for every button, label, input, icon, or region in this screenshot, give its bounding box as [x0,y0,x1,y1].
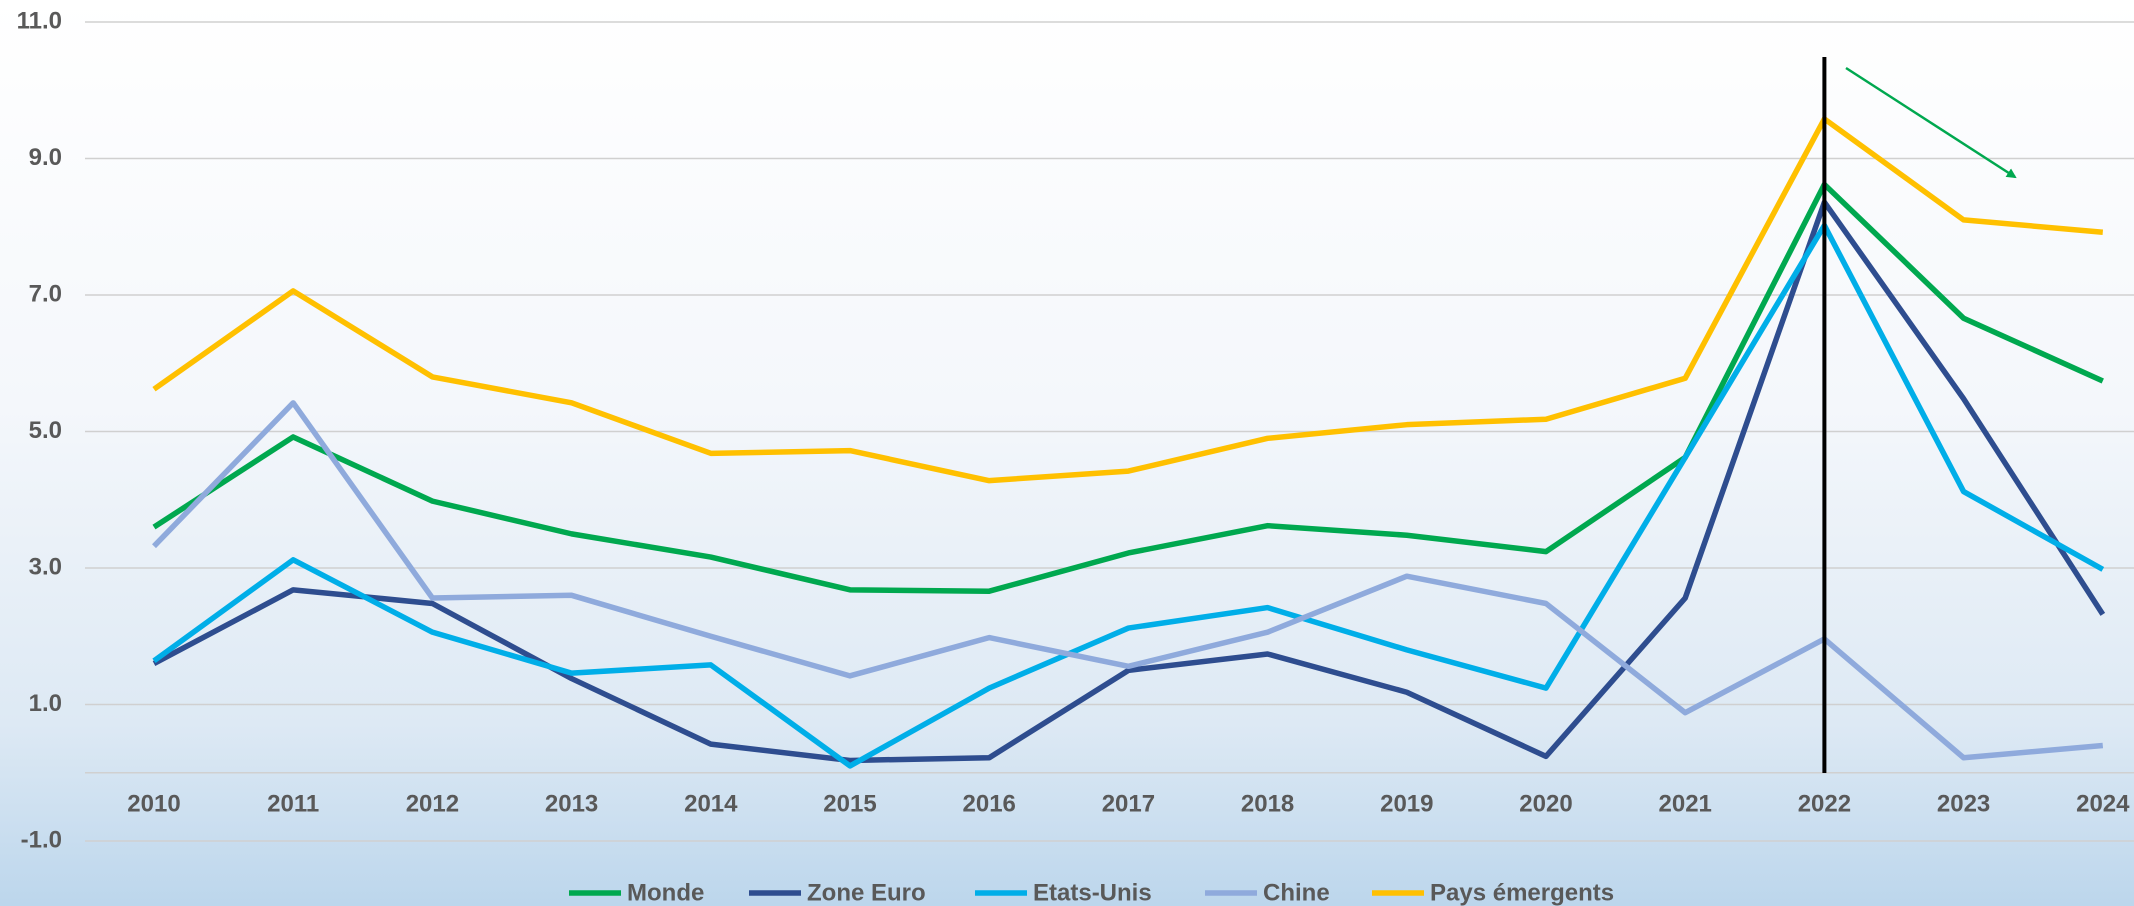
x-tick-label: 2021 [1659,790,1712,817]
y-tick-label: 9.0 [29,144,62,171]
x-tick-label: 2017 [1102,790,1155,817]
x-tick-label: 2015 [823,790,876,817]
legend-label: Chine [1263,879,1330,906]
series-line [152,222,2105,769]
x-tick-label: 2024 [2076,790,2130,817]
series-line [152,400,2104,761]
y-tick-label: 3.0 [29,553,62,580]
legend-label: Etats-Unis [1033,879,1152,906]
y-tick-label: 11.0 [17,7,62,34]
y-tick-label: -1.0 [21,826,62,853]
x-tick-label: 2018 [1241,790,1294,817]
x-tick-label: 2013 [545,790,598,817]
x-tick-label: 2010 [127,790,180,817]
legend-label: Monde [627,879,704,906]
x-tick-label: 2023 [1937,790,1990,817]
x-tick-label: 2019 [1380,790,1433,817]
x-tick-label: 2014 [684,790,738,817]
x-tick-label: 2012 [406,790,459,817]
series-line [152,199,2106,764]
legend-label: Zone Euro [807,879,926,906]
x-tick-label: 2022 [1798,790,1851,817]
legend-label: Pays émergents [1430,879,1614,906]
x-tick-label: 2016 [963,790,1016,817]
series-line [152,116,2104,484]
series-line [152,181,2104,594]
trend-arrow [1845,66,2017,179]
y-tick-label: 7.0 [29,280,62,307]
y-tick-label: 1.0 [29,690,62,717]
x-tick-label: 2011 [267,790,319,817]
x-tick-label: 2020 [1519,790,1572,817]
y-tick-label: 5.0 [29,417,62,444]
